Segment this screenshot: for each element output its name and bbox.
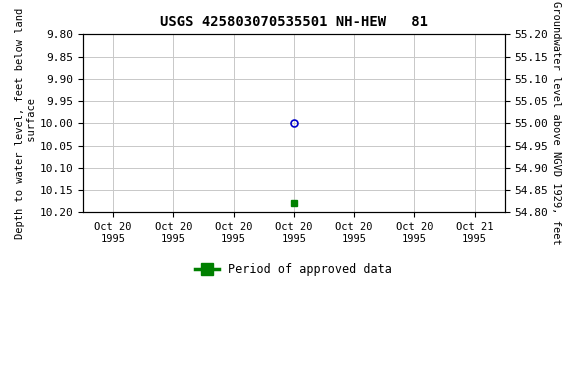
Y-axis label: Depth to water level, feet below land
 surface: Depth to water level, feet below land su… (15, 8, 37, 239)
Title: USGS 425803070535501 NH-HEW   81: USGS 425803070535501 NH-HEW 81 (160, 15, 428, 29)
Y-axis label: Groundwater level above NGVD 1929, feet: Groundwater level above NGVD 1929, feet (551, 2, 561, 245)
Legend: Period of approved data: Period of approved data (191, 259, 397, 281)
